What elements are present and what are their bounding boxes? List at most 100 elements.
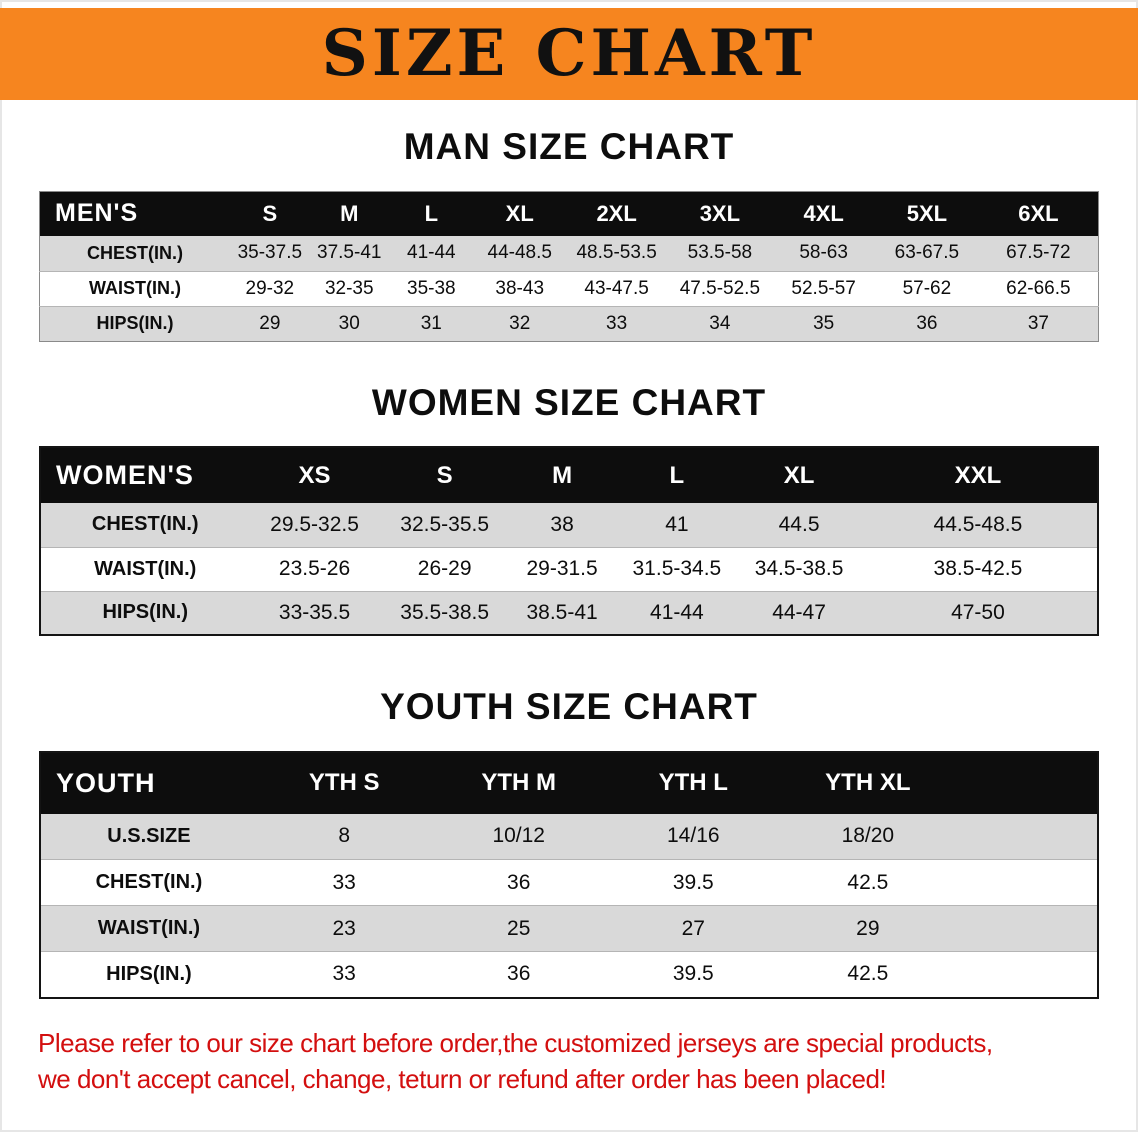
table-row: WAIST(IN.) 23 25 27 29 xyxy=(40,905,1098,952)
size-value: 36 xyxy=(875,305,979,342)
size-value: 37 xyxy=(978,305,1099,342)
size-value: 38.5-42.5 xyxy=(858,546,1098,592)
youth-section-heading: YOUTH SIZE CHART xyxy=(380,686,758,728)
size-value: 42.5 xyxy=(780,951,956,998)
size-column-header: 4XL xyxy=(772,191,875,237)
table-row: WAIST(IN.) 23.5-26 26-29 29-31.5 31.5-34.5 34… xyxy=(40,546,1098,592)
size-value: 41-44 xyxy=(614,590,740,636)
size-value: 32 xyxy=(473,305,566,342)
size-value: 10/12 xyxy=(431,813,606,860)
row-label: CHEST(IN.) xyxy=(39,236,231,272)
table-row: HIPS(IN.) 33-35.5 35.5-38.5 38.5-41 41-44 44-… xyxy=(40,590,1098,636)
size-value: 36 xyxy=(431,951,606,998)
size-value: 33 xyxy=(256,859,432,906)
disclaimer-line-1: Please refer to our size chart before or… xyxy=(38,1027,993,1058)
size-column-header: 5XL xyxy=(875,191,979,237)
banner-title: SIZE CHART xyxy=(321,16,817,91)
size-column-header: S xyxy=(230,191,310,237)
size-column-header: YTH S xyxy=(256,751,432,814)
table-row: WAIST(IN.) 29-32 32-35 35-38 38-43 43-47.5 47.… xyxy=(39,270,1099,307)
size-column-header: XS xyxy=(249,447,380,504)
size-value: 14/16 xyxy=(606,813,781,860)
womens-size-table: WOMEN'S XS S M L XL XXL CHEST(IN.) 29.5-32.5 32.… xyxy=(39,446,1099,637)
table-corner-label: YOUTH xyxy=(40,751,257,814)
size-value: 38-43 xyxy=(473,270,566,307)
size-value: 36 xyxy=(431,859,606,906)
size-column-header: 3XL xyxy=(667,191,773,237)
table-row: CHEST(IN.) 33 36 39.5 42.5 xyxy=(40,859,1098,906)
size-value: 44-47 xyxy=(739,590,859,636)
size-column-header: 6XL xyxy=(978,191,1099,237)
mens-size-table: MEN'S S M L XL 2XL 3XL 4XL 5XL 6XL CHEST(IN.) 35-3… xyxy=(39,190,1099,342)
size-column-header: XL xyxy=(473,191,566,237)
size-value: 30 xyxy=(309,305,389,342)
disclaimer: Please refer to our size chart before or… xyxy=(38,1025,1100,1098)
size-column-header: XL xyxy=(739,447,859,504)
size-value: 18/20 xyxy=(780,813,956,860)
size-column-header: YTH L xyxy=(606,751,781,814)
table-corner-label: WOMEN'S xyxy=(40,447,250,504)
size-column-header: M xyxy=(509,447,615,504)
size-value: 29-31.5 xyxy=(509,546,615,592)
size-value: 57-62 xyxy=(875,270,979,307)
row-label: CHEST(IN.) xyxy=(40,859,257,906)
spacer-cell xyxy=(955,751,1098,814)
size-value: 44.5 xyxy=(739,503,859,548)
spacer-cell xyxy=(955,859,1098,906)
table-row: U.S.SIZE 8 10/12 14/16 18/20 xyxy=(40,813,1098,860)
size-value: 29.5-32.5 xyxy=(249,503,380,548)
size-value: 8 xyxy=(256,813,432,860)
row-label: U.S.SIZE xyxy=(40,813,257,860)
row-label: WAIST(IN.) xyxy=(39,270,231,307)
size-value: 29 xyxy=(780,905,956,952)
size-value: 23.5-26 xyxy=(249,546,380,592)
size-value: 39.5 xyxy=(606,859,781,906)
size-value: 26-29 xyxy=(379,546,510,592)
row-label: CHEST(IN.) xyxy=(40,503,250,548)
size-value: 67.5-72 xyxy=(978,236,1099,272)
size-value: 39.5 xyxy=(606,951,781,998)
size-value: 44-48.5 xyxy=(473,236,566,272)
size-value: 33-35.5 xyxy=(249,590,380,636)
table-corner-label: MEN'S xyxy=(39,191,231,237)
size-value: 42.5 xyxy=(780,859,956,906)
table-header-row: MEN'S S M L XL 2XL 3XL 4XL 5XL 6XL xyxy=(39,191,1099,237)
size-value: 23 xyxy=(256,905,432,952)
man-section-heading: MAN SIZE CHART xyxy=(403,126,735,167)
row-label: HIPS(IN.) xyxy=(39,305,231,342)
row-label: WAIST(IN.) xyxy=(40,905,257,952)
size-column-header: S xyxy=(379,447,510,504)
row-label: WAIST(IN.) xyxy=(40,546,250,592)
size-value: 41-44 xyxy=(388,236,474,272)
size-value: 33 xyxy=(565,305,668,342)
size-value: 44.5-48.5 xyxy=(858,503,1098,548)
size-value: 25 xyxy=(431,905,606,952)
row-label: HIPS(IN.) xyxy=(40,590,250,636)
size-value: 63-67.5 xyxy=(875,236,979,272)
table-row: CHEST(IN.) 29.5-32.5 32.5-35.5 38 41 44.5 44.5… xyxy=(40,503,1098,548)
size-value: 58-63 xyxy=(772,236,875,272)
spacer-cell xyxy=(955,951,1098,998)
size-column-header: YTH M xyxy=(431,751,606,814)
table-header-row: YOUTH YTH S YTH M YTH L YTH XL xyxy=(40,751,1098,814)
spacer-cell xyxy=(955,905,1098,952)
size-value: 38.5-41 xyxy=(509,590,615,636)
disclaimer-line-2: we don't accept cancel, change, teturn o… xyxy=(38,1064,887,1095)
size-value: 37.5-41 xyxy=(309,236,389,272)
size-value: 32.5-35.5 xyxy=(379,503,510,548)
youth-size-table: YOUTH YTH S YTH M YTH L YTH XL U.S.SIZE 8 10/1… xyxy=(39,750,1099,999)
size-value: 35-38 xyxy=(388,270,474,307)
size-column-header: 2XL xyxy=(565,191,668,237)
table-row: HIPS(IN.) 29 30 31 32 33 34 35 36 37 xyxy=(39,305,1099,342)
size-value: 35 xyxy=(772,305,875,342)
size-value: 47-50 xyxy=(858,590,1098,636)
size-value: 34 xyxy=(667,305,773,342)
size-value: 52.5-57 xyxy=(772,270,875,307)
table-row: CHEST(IN.) 35-37.5 37.5-41 41-44 44-48.5 48.5… xyxy=(39,236,1099,272)
row-label: HIPS(IN.) xyxy=(40,951,257,998)
banner: SIZE CHART xyxy=(0,8,1138,100)
size-value: 47.5-52.5 xyxy=(667,270,773,307)
size-column-header: YTH XL xyxy=(780,751,956,814)
size-value: 29 xyxy=(230,305,310,342)
